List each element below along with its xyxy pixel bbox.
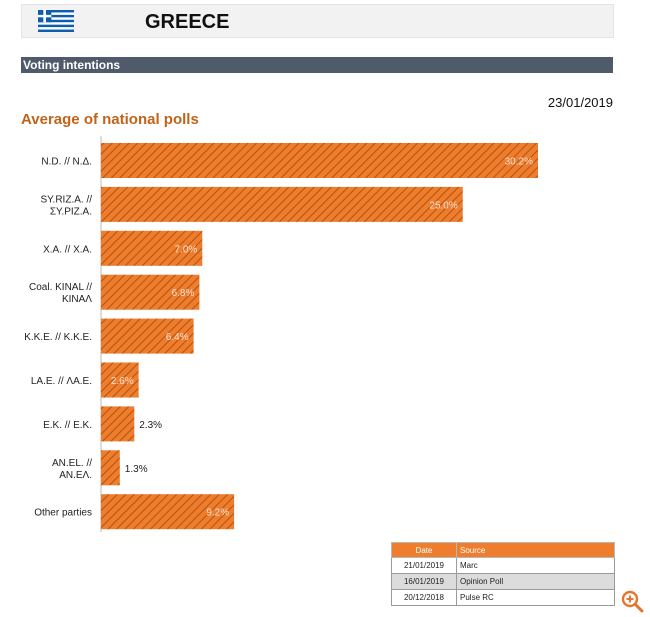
table-row: 16/01/2019 Opinion Poll — [391, 573, 615, 590]
category-label: X.A. // X.A. — [43, 244, 92, 255]
category-label: E.K. // E.K. — [43, 420, 92, 431]
zoom-in-icon[interactable] — [620, 589, 644, 613]
source-date: 21/01/2019 — [391, 557, 457, 574]
bar-value-label: 2.6% — [111, 376, 134, 387]
bar — [101, 143, 538, 178]
bar-value-label: 25.0% — [429, 200, 457, 211]
sources-header-date: Date — [391, 542, 457, 558]
source-name: Marc — [456, 557, 615, 574]
bar — [101, 186, 463, 222]
source-date: 16/01/2019 — [391, 573, 457, 590]
bar-value-label: 7.0% — [174, 244, 197, 255]
section-title: Voting intentions — [21, 57, 613, 73]
bar — [101, 450, 120, 486]
bar-value-label: 1.3% — [125, 464, 148, 475]
category-label: N.D. // N.Δ. — [41, 157, 92, 168]
header-banner: GREECE — [21, 4, 614, 38]
category-label: SY.RIZ.A. //ΣΥ.ΡΙΖ.Α. — [41, 194, 93, 217]
category-label: AN.EL. //AN.EΛ. — [52, 458, 92, 481]
table-row: 21/01/2019 Marc — [391, 557, 615, 574]
bar-value-label: 6.4% — [166, 332, 189, 343]
source-name: Pulse RC — [456, 589, 615, 606]
bar-value-label: 2.3% — [139, 420, 162, 431]
sources-header-source: Source — [456, 542, 615, 558]
source-date: 20/12/2018 — [391, 589, 457, 606]
category-label: LA.E. // ΛΑ.Ε. — [31, 376, 92, 387]
category-label: K.K.E. // K.K.E. — [24, 332, 92, 343]
bar — [101, 362, 139, 398]
bar-value-label: 9.2% — [206, 508, 229, 519]
source-name: Opinion Poll — [456, 573, 615, 590]
chart-title: Average of national polls — [21, 111, 199, 128]
greece-flag-icon — [38, 10, 74, 32]
bar — [101, 406, 135, 442]
table-row: 20/12/2018 Pulse RC — [391, 589, 615, 606]
country-name: GREECE — [145, 11, 230, 33]
sources-table-header: Date Source — [391, 542, 615, 558]
category-label: Other parties — [34, 508, 92, 519]
category-label: Coal. KINAL //ΚΙΝΑΛ — [29, 282, 92, 305]
sources-table: Date Source 21/01/2019 Marc 16/01/2019 O… — [391, 542, 615, 606]
bar — [101, 494, 235, 530]
bar — [101, 230, 203, 266]
bar-value-label: 6.8% — [172, 288, 195, 299]
bar-value-label: 30.2% — [505, 157, 533, 168]
bar — [101, 274, 200, 310]
bar-chart: N.D. // N.Δ. 30.2% SY.RIZ.A. //ΣΥ.ΡΙΖ.Α. 25… — [24, 136, 538, 532]
bar — [101, 318, 194, 354]
report-date: 23/01/2019 — [547, 95, 613, 110]
